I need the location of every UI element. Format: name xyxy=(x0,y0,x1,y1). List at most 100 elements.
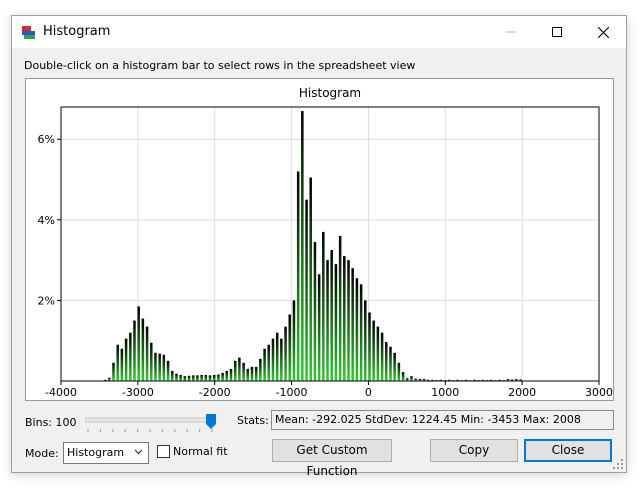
histogram-bar xyxy=(292,300,296,381)
histogram-bar xyxy=(271,338,275,381)
histogram-bar xyxy=(120,348,124,381)
x-tick-label: -2000 xyxy=(199,386,231,399)
histogram-bar xyxy=(296,171,300,381)
app-icon xyxy=(22,26,35,39)
histogram-bar xyxy=(145,326,149,381)
x-tick-label: 0 xyxy=(365,386,372,399)
x-tick-label: 2000 xyxy=(508,386,536,399)
histogram-bar xyxy=(175,373,178,381)
histogram-bar xyxy=(456,379,459,381)
close-button[interactable]: Close xyxy=(524,439,612,462)
histogram-bar xyxy=(351,268,354,381)
x-tick-label: 1000 xyxy=(431,386,459,399)
histogram-bar xyxy=(200,374,203,381)
histogram-bar xyxy=(380,332,384,381)
histogram-bar xyxy=(397,362,401,381)
histogram-bar xyxy=(410,376,413,381)
histogram-bar xyxy=(519,379,522,381)
resize-grip-icon[interactable] xyxy=(613,459,623,469)
histogram-bar xyxy=(418,378,422,381)
histogram-bar xyxy=(154,352,157,381)
histogram-bar xyxy=(150,342,153,381)
close-icon xyxy=(597,26,609,38)
histogram-bar xyxy=(439,379,443,381)
histogram-bar xyxy=(506,378,510,381)
histogram-bar xyxy=(464,379,468,381)
histogram-bar xyxy=(166,360,170,381)
bins-slider[interactable] xyxy=(85,410,219,434)
histogram-bar xyxy=(481,379,485,381)
x-tick-label: 3000 xyxy=(585,386,613,399)
histogram-bar xyxy=(405,378,409,381)
x-tick-label: -1000 xyxy=(276,386,308,399)
histogram-bar xyxy=(305,199,308,381)
histogram-bar xyxy=(385,341,388,381)
normal-fit-checkbox[interactable] xyxy=(157,445,170,458)
copy-button[interactable]: Copy xyxy=(430,439,518,462)
histogram-bar xyxy=(212,374,216,381)
histogram-bar xyxy=(208,375,212,381)
histogram-bar xyxy=(267,344,271,381)
histogram-bar xyxy=(112,362,115,381)
title-bar[interactable]: Histogram xyxy=(12,16,626,48)
plot-area xyxy=(61,107,599,381)
histogram-bar xyxy=(254,366,258,381)
maximize-icon xyxy=(552,27,562,37)
histogram-bar xyxy=(275,332,279,381)
y-tick-label: 4% xyxy=(38,214,55,227)
histogram-bar xyxy=(246,368,250,381)
mode-select-value: Histogram xyxy=(67,446,125,459)
histogram-bar xyxy=(192,375,195,381)
histogram-bar xyxy=(317,274,321,381)
histogram-bar xyxy=(221,372,224,381)
histogram-bar xyxy=(204,374,208,381)
bins-slider-thumb[interactable] xyxy=(206,414,216,429)
histogram-bar xyxy=(359,284,363,381)
maximize-button[interactable] xyxy=(534,16,580,48)
histogram-bar xyxy=(301,111,304,381)
histogram-bar xyxy=(162,354,166,381)
histogram-bar xyxy=(233,360,237,381)
histogram-bar xyxy=(280,338,283,381)
minimize-button[interactable] xyxy=(488,16,534,48)
histogram-bar xyxy=(414,378,417,381)
histogram-bar xyxy=(229,368,233,381)
histogram-bar xyxy=(376,326,380,381)
get-custom-function-button[interactable]: Get Custom Function xyxy=(272,439,392,478)
histogram-bar xyxy=(401,372,405,381)
histogram-bar xyxy=(288,314,291,381)
bins-label: Bins: 100 xyxy=(25,416,77,429)
histogram-bar xyxy=(330,250,333,381)
x-tick-label: -3000 xyxy=(122,386,154,399)
histogram-bar xyxy=(242,362,245,381)
histogram-bar xyxy=(473,379,476,381)
histogram-bar xyxy=(108,377,111,381)
histogram-bar xyxy=(259,358,262,381)
histogram-bar xyxy=(431,379,434,381)
histogram-bar xyxy=(171,370,174,381)
histogram-chart[interactable]: Histogram -4000 -3000 -2000 -1000 0 1000 2000 30… xyxy=(25,78,614,401)
mode-label: Mode: xyxy=(25,447,59,460)
histogram-bar xyxy=(338,235,342,381)
plot-frame xyxy=(60,106,600,382)
histogram-bar xyxy=(137,306,140,381)
histogram-bar xyxy=(489,379,493,381)
close-window-button[interactable] xyxy=(580,16,626,48)
normal-fit-label[interactable]: Normal fit xyxy=(173,445,228,458)
histogram-bar xyxy=(334,264,338,381)
chart-title: Histogram xyxy=(299,86,361,100)
histogram-chart-svg[interactable]: Histogram -4000 -3000 -2000 -1000 0 1000 2000 30… xyxy=(26,79,613,400)
instruction-text: Double-click on a histogram bar to selec… xyxy=(24,59,416,72)
histogram-bar xyxy=(322,231,325,381)
histogram-bar xyxy=(389,346,392,381)
y-tick-label: 2% xyxy=(38,294,55,307)
histogram-bar xyxy=(129,332,132,381)
mode-select[interactable]: Histogram xyxy=(63,442,149,464)
y-tick-label: 6% xyxy=(38,133,55,146)
histogram-bar xyxy=(284,326,287,381)
histogram-bar xyxy=(124,338,128,381)
x-tick-label: -4000 xyxy=(45,386,77,399)
histogram-bar xyxy=(141,318,145,381)
chevron-down-icon xyxy=(134,449,143,455)
histogram-bar xyxy=(343,256,346,381)
